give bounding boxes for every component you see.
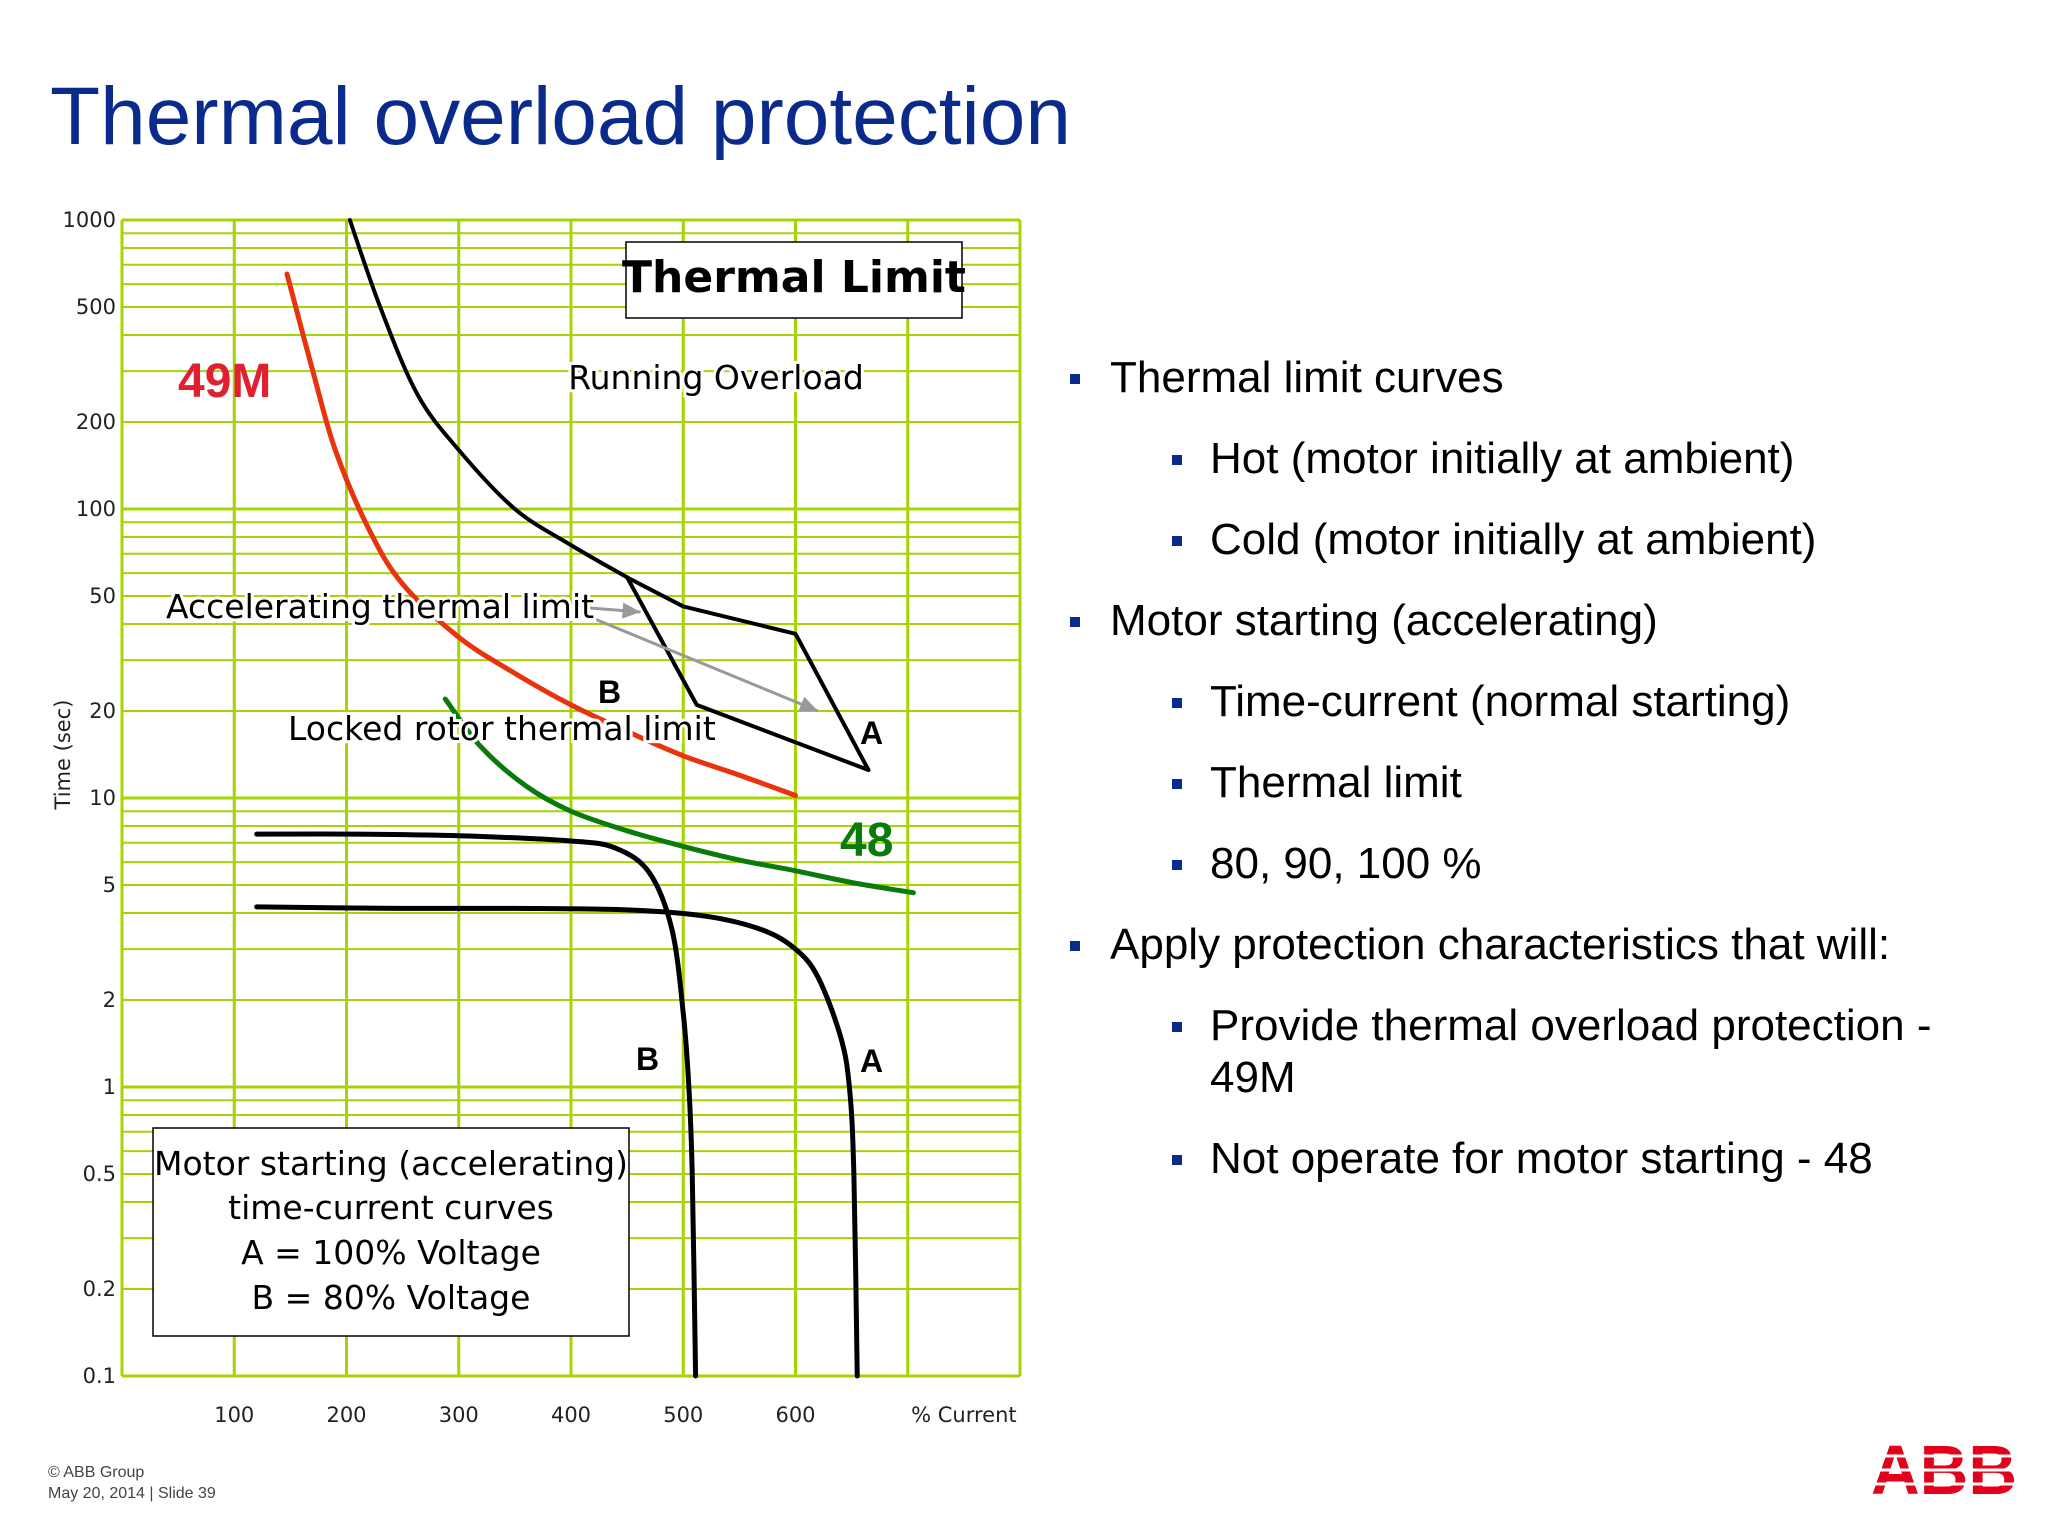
series-line-start-b: [254, 831, 699, 1379]
legend-line-2: time-current curves: [228, 1188, 554, 1227]
x-tick-label: 200: [326, 1403, 366, 1427]
bullet-text: Not operate for motor starting - 48: [1210, 1134, 1873, 1183]
bullet-text: Thermal limit: [1210, 758, 1462, 807]
bullet-item: Hot (motor initially at ambient): [1070, 433, 2020, 485]
series-line-start-a: [254, 904, 860, 1379]
y-tick-label: 0.1: [83, 1364, 116, 1388]
x-tick-label: 500: [663, 1403, 703, 1427]
bullet-square-icon: [1070, 941, 1080, 951]
copyright-text: © ABB Group: [48, 1464, 145, 1481]
x-tick-labels: 100 200 300 400 500 600: [214, 1403, 815, 1427]
bullet-text: Time-current (normal starting): [1210, 677, 1791, 726]
bullet-item: Time-current (normal starting): [1070, 676, 2020, 728]
arrowhead-icon: [622, 602, 641, 619]
running-overload-label: Running Overload: [568, 358, 864, 397]
y-tick-label: 100: [76, 497, 116, 521]
abb-logo: ABB: [1870, 1440, 2018, 1498]
y-tick-label: 1: [103, 1075, 116, 1099]
series-line-thermal-limit-b: [625, 575, 871, 772]
49m-curve-label: 49M: [178, 355, 271, 408]
bullet-item: 80, 90, 100 %: [1070, 838, 2020, 890]
arrow-line: [570, 607, 819, 713]
y-tick-label: 5: [103, 873, 116, 897]
bullet-square-icon: [1172, 536, 1182, 546]
accelerating-thermal-limit-label: Accelerating thermal limit: [166, 587, 594, 626]
locked-rotor-thermal-limit-label: Locked rotor thermal limit: [288, 709, 716, 748]
motor-starting-legend-box: [152, 1127, 630, 1337]
y-tick-label: 50: [89, 584, 116, 608]
y-tick-label: 2: [103, 988, 116, 1012]
arrowhead-icon: [798, 696, 818, 712]
bullet-text: Cold (motor initially at ambient): [1210, 515, 1817, 564]
bullet-text: Provide thermal overload protection - 49…: [1210, 1001, 1932, 1102]
y-tick-label: 20: [89, 699, 116, 723]
bullet-list: Thermal limit curves Hot (motor initiall…: [1070, 352, 2020, 1214]
legend-line-4: B = 80% Voltage: [252, 1278, 531, 1317]
x-tick-label: 300: [439, 1403, 479, 1427]
x-tick-label: 400: [551, 1403, 591, 1427]
bullet-text: Hot (motor initially at ambient): [1210, 434, 1795, 483]
bullet-text: Apply protection characteristics that wi…: [1110, 920, 1891, 969]
bullet-item: Thermal limit curves: [1070, 352, 2020, 404]
series-line-thermal-limit-a: [625, 575, 871, 772]
y-tick-labels: 1000 500 200 100 50 20 10 5 2 1 0.5 0.2 0.1: [63, 208, 116, 1388]
y-tick-label: 200: [76, 410, 116, 434]
x-axis-label: % Current: [911, 1403, 1017, 1427]
bullet-item: Cold (motor initially at ambient): [1070, 514, 2020, 566]
x-tick-label: 600: [775, 1403, 815, 1427]
bullet-item: Not operate for motor starting - 48: [1070, 1133, 2020, 1185]
thermal-limit-title: Thermal Limit: [622, 252, 966, 303]
bullet-square-icon: [1172, 779, 1182, 789]
bullet-square-icon: [1172, 1022, 1182, 1032]
y-axis-label: Time (sec): [51, 700, 75, 811]
thermal-limit-a-label: A: [860, 715, 883, 751]
slide-title: Thermal overload protection: [50, 71, 1071, 162]
bullet-text: 80, 90, 100 %: [1210, 839, 1482, 888]
bullet-square-icon: [1070, 617, 1080, 627]
y-tick-label: 1000: [63, 208, 116, 232]
thermal-limit-box: [625, 241, 963, 319]
y-tick-label: 0.2: [83, 1277, 116, 1301]
bullet-text: Thermal limit curves: [1110, 353, 1504, 402]
chart-series: [254, 218, 916, 1379]
y-tick-label: 10: [89, 786, 116, 810]
series-line-48: [442, 696, 916, 896]
bullet-item: Provide thermal overload protection - 49…: [1070, 1000, 2020, 1104]
y-tick-label: 0.5: [83, 1162, 116, 1186]
thermal-limit-b-label: B: [598, 674, 621, 710]
series-line-running-overload: [347, 218, 630, 580]
slide-date-number: May 20, 2014 | Slide 39: [48, 1485, 216, 1502]
bullet-item: Thermal limit: [1070, 757, 2020, 809]
start-curve-a-label: A: [860, 1043, 883, 1079]
bullet-square-icon: [1172, 1155, 1182, 1165]
48-curve-label: 48: [840, 814, 893, 867]
bullet-text: Motor starting (accelerating): [1110, 596, 1658, 645]
legend-line-1: Motor starting (accelerating): [154, 1144, 628, 1183]
bullet-item: Apply protection characteristics that wi…: [1070, 919, 2020, 971]
chart-arrows: [570, 602, 819, 713]
series-line-49m: [284, 271, 798, 799]
bullet-item: Motor starting (accelerating): [1070, 595, 2020, 647]
bullet-square-icon: [1172, 698, 1182, 708]
bullet-square-icon: [1172, 860, 1182, 870]
slide-footer: © ABB Group May 20, 2014 | Slide 39: [48, 1462, 216, 1504]
bullet-square-icon: [1172, 455, 1182, 465]
y-tick-label: 500: [76, 295, 116, 319]
x-tick-label: 100: [214, 1403, 254, 1427]
start-curve-b-label: B: [636, 1041, 659, 1077]
legend-line-3: A = 100% Voltage: [241, 1233, 541, 1272]
bullet-square-icon: [1070, 374, 1080, 384]
